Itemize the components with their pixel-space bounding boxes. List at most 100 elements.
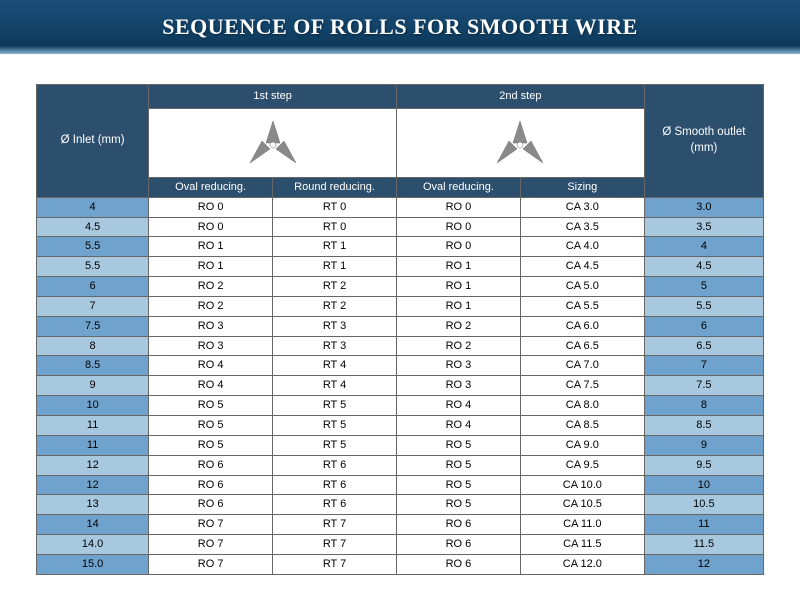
cell-step2_oval: RO 1 [396,277,520,297]
cell-step2_oval: RO 2 [396,336,520,356]
table-row: 4RO 0RT 0RO 0CA 3.03.0 [37,197,764,217]
table-row: 11RO 5RT 5RO 5CA 9.09 [37,435,764,455]
cell-step1_round: RT 6 [273,455,397,475]
table-row: 7RO 2RT 2RO 1CA 5.55.5 [37,296,764,316]
cell-step1_oval: RO 2 [149,277,273,297]
cell-inlet: 14 [37,515,149,535]
cell-step2_oval: RO 6 [396,535,520,555]
cell-outlet: 4 [644,237,763,257]
header-step1-oval: Oval reducing. [149,177,273,197]
cell-step1_oval: RO 6 [149,455,273,475]
table-row: 15.0RO 7RT 7RO 6CA 12.012 [37,554,764,574]
cell-step2_oval: RO 3 [396,356,520,376]
cell-inlet: 7 [37,296,149,316]
cell-step1_oval: RO 4 [149,356,273,376]
cell-step1_oval: RO 7 [149,554,273,574]
cell-inlet: 4.5 [37,217,149,237]
cell-outlet: 3.5 [644,217,763,237]
cell-step1_round: RT 4 [273,356,397,376]
table-row: 7.5RO 3RT 3RO 2CA 6.06 [37,316,764,336]
cell-inlet: 10 [37,396,149,416]
cell-outlet: 6 [644,316,763,336]
cell-outlet: 7.5 [644,376,763,396]
cell-inlet: 15.0 [37,554,149,574]
cell-step1_oval: RO 5 [149,396,273,416]
cell-inlet: 11 [37,435,149,455]
roll-image-step1 [149,108,397,177]
cell-step1_round: RT 2 [273,296,397,316]
rolls-table: Ø Inlet (mm) 1st step 2nd step Ø Smooth … [36,84,764,575]
cell-step2_sizing: CA 12.0 [520,554,644,574]
cell-step2_oval: RO 6 [396,554,520,574]
page-title: SEQUENCE OF ROLLS FOR SMOOTH WIRE [162,14,638,40]
table-row: 11RO 5RT 5RO 4CA 8.58.5 [37,415,764,435]
content-area: Ø Inlet (mm) 1st step 2nd step Ø Smooth … [0,54,800,602]
cell-outlet: 8.5 [644,415,763,435]
cell-outlet: 10 [644,475,763,495]
cell-step2_sizing: CA 3.5 [520,217,644,237]
cell-outlet: 5.5 [644,296,763,316]
cell-step1_oval: RO 6 [149,495,273,515]
cell-step1_round: RT 3 [273,316,397,336]
cell-step2_sizing: CA 9.0 [520,435,644,455]
table-row: 14RO 7RT 7RO 6CA 11.011 [37,515,764,535]
cell-inlet: 11 [37,415,149,435]
cell-step2_sizing: CA 6.0 [520,316,644,336]
cell-outlet: 11.5 [644,535,763,555]
cell-step2_sizing: CA 7.5 [520,376,644,396]
cell-inlet: 6 [37,277,149,297]
header-inlet: Ø Inlet (mm) [37,85,149,198]
cell-step1_round: RT 7 [273,535,397,555]
cell-outlet: 3.0 [644,197,763,217]
cell-step2_oval: RO 2 [396,316,520,336]
cell-step2_sizing: CA 9.5 [520,455,644,475]
table-row: 10RO 5RT 5RO 4CA 8.08 [37,396,764,416]
cell-step1_round: RT 5 [273,435,397,455]
table-row: 9RO 4RT 4RO 3CA 7.57.5 [37,376,764,396]
table-body: 4RO 0RT 0RO 0CA 3.03.04.5RO 0RT 0RO 0CA … [37,197,764,574]
cell-step2_sizing: CA 4.0 [520,237,644,257]
cell-step2_oval: RO 4 [396,396,520,416]
header-step2: 2nd step [396,85,644,109]
cell-step2_oval: RO 0 [396,197,520,217]
cell-step1_round: RT 5 [273,396,397,416]
cell-step1_oval: RO 3 [149,336,273,356]
cell-step2_sizing: CA 3.0 [520,197,644,217]
cell-outlet: 9.5 [644,455,763,475]
cell-step1_round: RT 1 [273,237,397,257]
cell-step1_oval: RO 1 [149,257,273,277]
cell-step2_oval: RO 0 [396,217,520,237]
cell-step1_oval: RO 1 [149,237,273,257]
cell-step2_sizing: CA 8.0 [520,396,644,416]
cell-step1_round: RT 1 [273,257,397,277]
cell-step2_sizing: CA 5.0 [520,277,644,297]
cell-step1_oval: RO 2 [149,296,273,316]
cell-inlet: 14.0 [37,535,149,555]
cell-step2_oval: RO 5 [396,435,520,455]
cell-step2_oval: RO 5 [396,495,520,515]
cell-step1_oval: RO 0 [149,217,273,237]
cell-step2_sizing: CA 8.5 [520,415,644,435]
cell-outlet: 9 [644,435,763,455]
cell-outlet: 4.5 [644,257,763,277]
cell-step1_oval: RO 6 [149,475,273,495]
cell-inlet: 8.5 [37,356,149,376]
cell-step2_oval: RO 6 [396,515,520,535]
cell-inlet: 9 [37,376,149,396]
cell-step2_sizing: CA 10.0 [520,475,644,495]
cell-step2_oval: RO 5 [396,475,520,495]
table-row: 6RO 2RT 2RO 1CA 5.05 [37,277,764,297]
header-step2-sizing: Sizing [520,177,644,197]
header-outlet: Ø Smooth outlet (mm) [644,85,763,198]
cell-step1_round: RT 6 [273,475,397,495]
cell-outlet: 12 [644,554,763,574]
cell-step2_oval: RO 0 [396,237,520,257]
cell-inlet: 8 [37,336,149,356]
table-row: 14.0RO 7RT 7RO 6CA 11.511.5 [37,535,764,555]
cell-outlet: 5 [644,277,763,297]
cell-step2_oval: RO 1 [396,257,520,277]
three-roll-icon [445,113,595,173]
cell-outlet: 10.5 [644,495,763,515]
table-row: 5.5RO 1RT 1RO 1CA 4.54.5 [37,257,764,277]
cell-outlet: 7 [644,356,763,376]
